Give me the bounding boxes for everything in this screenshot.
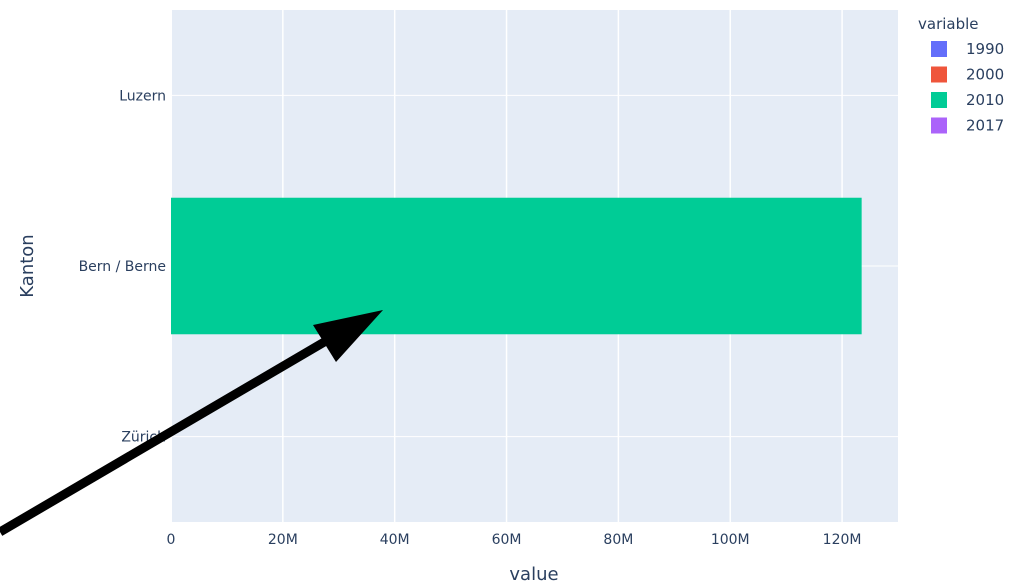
arrow-shaft — [0, 327, 346, 536]
y-axis-title: Kanton — [17, 234, 38, 297]
legend-items: 1990 2000 2010 2017 — [931, 40, 1004, 135]
legend-swatch — [931, 41, 947, 57]
x-tick-label: 120M — [823, 532, 862, 548]
legend-label: 2017 — [966, 117, 1004, 135]
x-tick-label: 60M — [492, 532, 522, 548]
legend-label: 2000 — [966, 66, 1004, 84]
arrow-head — [313, 310, 383, 362]
legend: variable 1990 2000 2010 2017 — [918, 15, 1004, 135]
x-tick-labels: 0 20M 40M 60M 80M 100M 120M — [167, 532, 862, 548]
legend-label: 2010 — [966, 91, 1004, 109]
y-tick-label: Luzern — [119, 88, 166, 104]
x-tick-label: 20M — [268, 532, 298, 548]
x-axis-title: value — [509, 564, 558, 583]
legend-title: variable — [918, 15, 979, 33]
legend-label: 1990 — [966, 40, 1004, 58]
x-tick-label: 80M — [603, 532, 633, 548]
x-tick-label: 0 — [167, 532, 176, 548]
legend-swatch — [931, 92, 947, 108]
x-tick-label: 40M — [380, 532, 410, 548]
annotation-arrow — [0, 310, 383, 536]
legend-swatch — [931, 117, 947, 134]
x-tick-label: 100M — [711, 532, 750, 548]
y-tick-label: Bern / Berne — [79, 259, 166, 275]
bars-layer — [171, 197, 862, 335]
bar-2010 — [171, 197, 862, 335]
legend-swatch — [931, 66, 947, 83]
